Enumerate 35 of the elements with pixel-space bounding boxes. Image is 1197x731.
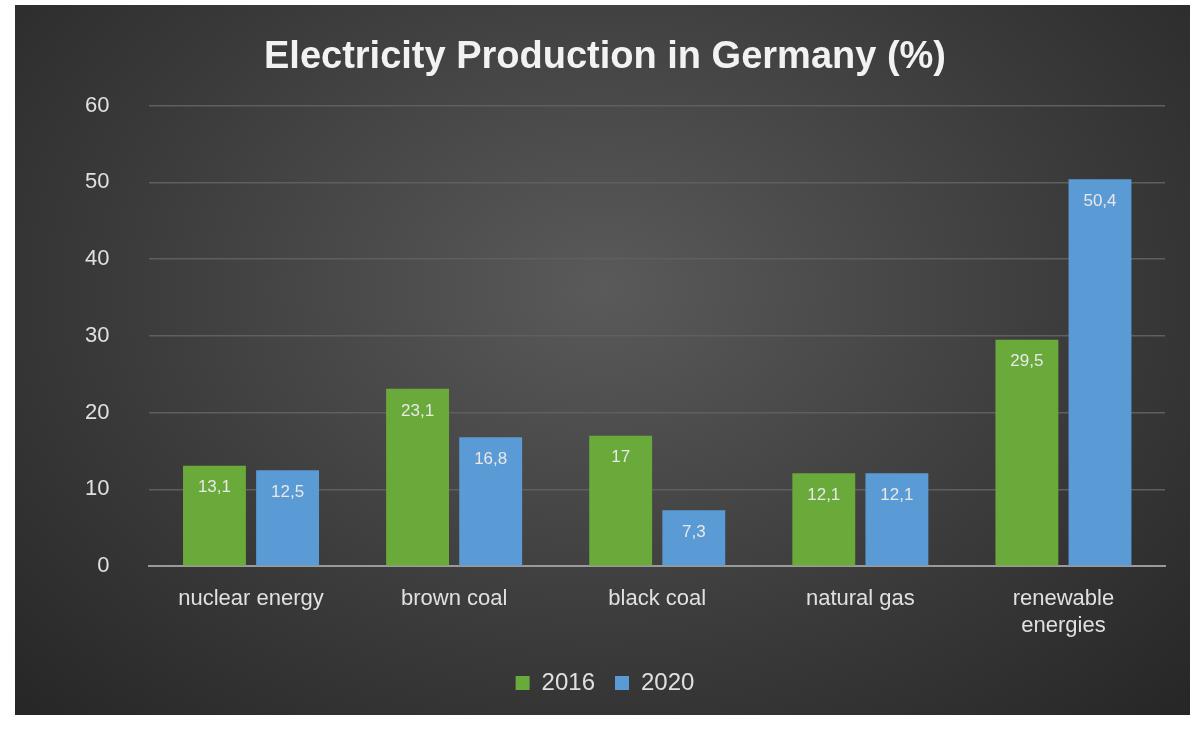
legend-label: 2016 xyxy=(541,667,595,695)
data-label: 23,1 xyxy=(401,400,435,420)
bar xyxy=(183,465,246,566)
data-label: 12,5 xyxy=(271,481,305,501)
y-tick-label: 40 xyxy=(84,245,110,271)
data-label: 16,8 xyxy=(474,448,508,468)
data-label: 13,1 xyxy=(197,477,232,497)
data-label: 29,5 xyxy=(1010,351,1044,371)
x-tick-label: brown coal xyxy=(400,585,508,611)
bar xyxy=(662,510,726,566)
bar xyxy=(386,388,450,566)
x-tick-label: renewable energies xyxy=(1012,585,1115,637)
data-label: 50,4 xyxy=(1083,190,1117,210)
y-tick-label: 50 xyxy=(84,168,110,194)
x-tick-label: nuclear energy xyxy=(178,585,324,611)
bar xyxy=(1068,179,1132,566)
bar xyxy=(865,473,929,566)
y-tick-label: 0 xyxy=(97,552,110,578)
bar xyxy=(459,437,523,566)
bar xyxy=(256,470,320,566)
chart-title: Electricity Production in Germany (%) xyxy=(263,34,947,77)
y-tick-label: 30 xyxy=(84,321,110,347)
x-tick-label: natural gas xyxy=(805,585,915,611)
data-label: 12,1 xyxy=(807,485,841,504)
y-tick-label: 10 xyxy=(84,475,110,501)
data-label: 12,1 xyxy=(880,485,914,504)
y-tick-label: 20 xyxy=(84,398,110,424)
bar xyxy=(792,473,856,566)
x-tick-label: black coal xyxy=(608,585,707,611)
bar xyxy=(589,435,653,566)
data-label: 17 xyxy=(611,447,631,467)
data-label: 7,3 xyxy=(681,521,706,541)
legend-label: 2020 xyxy=(641,667,695,695)
y-tick-label: 60 xyxy=(84,91,110,117)
bar xyxy=(995,339,1059,566)
